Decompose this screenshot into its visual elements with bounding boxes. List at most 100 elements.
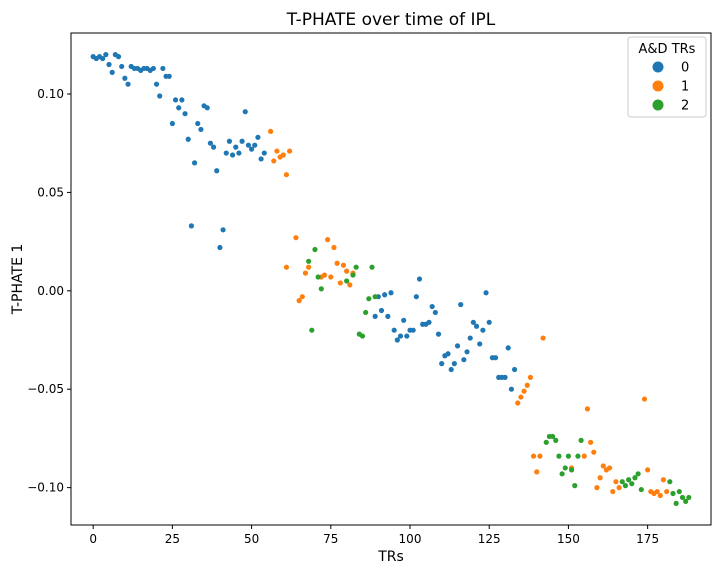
data-point-series-0 (410, 327, 416, 333)
y-axis-label: T-PHATE 1 (10, 244, 26, 316)
legend-entry-label: 2 (681, 99, 689, 114)
data-point-series-1 (296, 298, 302, 304)
data-point-series-0 (486, 319, 492, 325)
data-point-series-0 (467, 335, 473, 341)
legend-box (627, 36, 707, 118)
data-point-series-0 (461, 357, 467, 363)
data-point-series-2 (635, 471, 641, 477)
y-tick-label: 0.00 (37, 284, 64, 298)
data-point-series-0 (150, 65, 156, 72)
data-point-series-2 (575, 453, 581, 459)
data-point-series-0 (252, 142, 258, 148)
data-point-series-1 (527, 374, 534, 380)
data-point-series-0 (172, 97, 179, 103)
data-point-series-0 (176, 105, 182, 111)
data-point-series-0 (210, 144, 217, 150)
data-point-series-1 (591, 449, 597, 455)
x-tick-label: 125 (478, 532, 501, 546)
data-point-series-0 (125, 81, 131, 87)
data-point-series-0 (198, 126, 204, 133)
data-point-series-0 (236, 150, 242, 156)
data-point-series-0 (483, 290, 489, 296)
data-point-series-1 (600, 463, 606, 469)
data-point-series-0 (185, 136, 191, 142)
data-point-series-2 (683, 498, 689, 504)
data-point-series-0 (372, 313, 378, 319)
data-point-series-2 (676, 488, 682, 495)
data-point-series-0 (508, 386, 514, 392)
legend-title: A&D TRs (639, 42, 696, 57)
data-point-series-1 (524, 382, 530, 388)
data-point-series-0 (261, 150, 267, 156)
data-point-series-2 (312, 246, 318, 253)
x-tick-label: 0 (89, 532, 97, 546)
data-point-series-0 (397, 333, 404, 339)
data-point-series-0 (492, 355, 499, 361)
data-point-series-0 (103, 52, 109, 58)
x-tick-label: 175 (636, 532, 659, 546)
data-point-series-0 (473, 323, 480, 329)
data-point-series-2 (309, 327, 315, 333)
data-point-series-0 (255, 134, 261, 140)
data-point-series-0 (169, 120, 175, 127)
data-point-series-2 (578, 437, 584, 443)
data-point-series-1 (274, 148, 280, 154)
data-point-series-1 (280, 152, 286, 158)
data-point-series-2 (632, 475, 638, 481)
data-point-series-2 (315, 274, 321, 280)
data-point-series-0 (451, 361, 457, 367)
data-point-series-2 (679, 494, 686, 501)
data-point-series-2 (622, 483, 629, 489)
data-point-series-2 (344, 278, 350, 284)
data-point-series-0 (100, 55, 106, 62)
legend-marker-2 (652, 99, 664, 111)
data-point-series-2 (572, 483, 578, 489)
data-point-series-0 (432, 309, 438, 316)
data-point-series-1 (337, 280, 343, 286)
data-point-series-0 (429, 303, 435, 310)
data-point-series-2 (366, 296, 372, 302)
data-point-series-2 (306, 258, 312, 264)
data-point-series-2 (565, 453, 572, 459)
data-point-series-0 (454, 343, 461, 349)
data-point-series-1 (654, 488, 660, 495)
data-point-series-2 (673, 500, 679, 506)
data-point-series-0 (153, 81, 160, 87)
data-point-series-2 (619, 479, 625, 485)
data-point-series-0 (413, 294, 419, 300)
data-point-series-2 (359, 333, 366, 339)
data-point-series-1 (645, 467, 651, 473)
data-point-series-1 (271, 158, 277, 164)
data-point-series-0 (445, 351, 451, 357)
data-point-series-0 (229, 152, 236, 158)
data-point-series-0 (248, 146, 255, 152)
data-point-series-0 (119, 63, 125, 70)
data-point-series-1 (588, 439, 594, 445)
data-point-series-1 (306, 264, 312, 270)
data-point-series-0 (388, 290, 394, 296)
data-point-series-2 (629, 481, 635, 487)
data-point-series-1 (331, 244, 337, 251)
data-point-series-0 (464, 349, 470, 355)
data-point-series-0 (439, 361, 445, 367)
x-axis: 0 25 50 75 100 125 150 175 (89, 525, 659, 546)
data-point-series-1 (344, 268, 350, 274)
data-point-series-1 (664, 488, 670, 495)
data-point-series-1 (616, 485, 622, 491)
data-point-series-0 (416, 276, 423, 282)
data-point-series-0 (239, 138, 245, 144)
data-point-series-1 (283, 264, 290, 270)
data-point-series-0 (401, 317, 407, 323)
data-point-series-1 (299, 294, 305, 300)
data-point-series-2 (372, 294, 378, 300)
data-point-series-0 (106, 61, 112, 68)
data-point-series-1 (530, 453, 537, 459)
data-point-series-1 (607, 465, 613, 471)
data-point-series-0 (477, 341, 483, 347)
legend-marker-0 (652, 61, 664, 73)
legend: A&D TRs 0 1 2 (627, 36, 707, 118)
data-point-series-0 (226, 138, 233, 144)
data-point-series-0 (217, 244, 223, 251)
data-point-series-0 (122, 75, 128, 81)
data-point-series-1 (293, 235, 299, 241)
